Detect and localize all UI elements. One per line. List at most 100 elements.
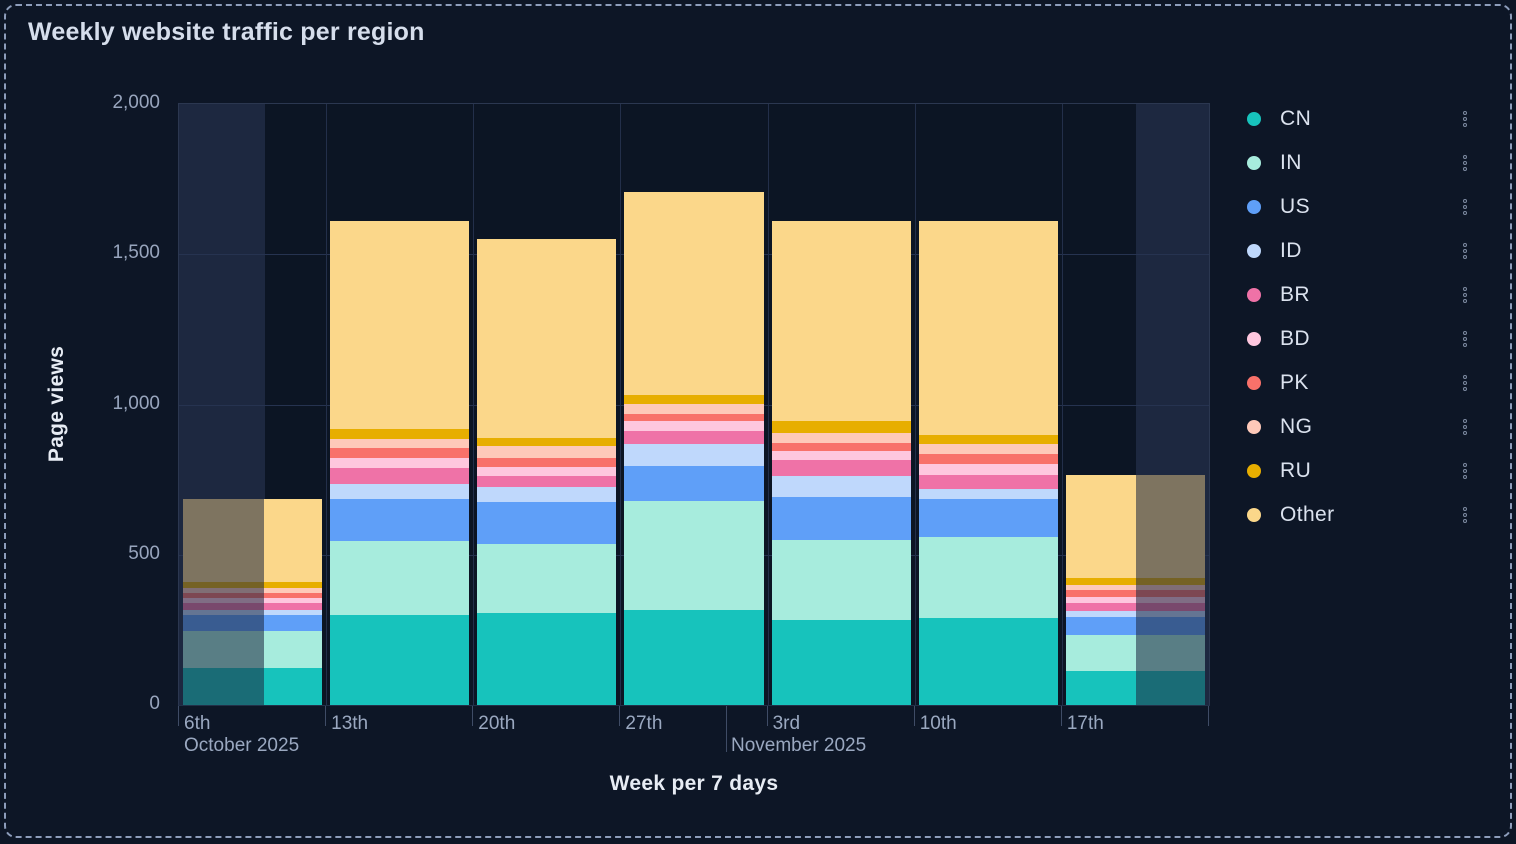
- bar-segment-PK[interactable]: [918, 453, 1058, 464]
- legend-item-id[interactable]: ID: [1243, 229, 1483, 273]
- bar-segment-PK[interactable]: [1065, 589, 1205, 598]
- bar-segment-BD[interactable]: [918, 463, 1058, 476]
- bar-segment-US[interactable]: [624, 465, 764, 501]
- bar-segment-ID[interactable]: [330, 484, 470, 500]
- bar-segment-BR[interactable]: [1065, 602, 1205, 611]
- bar-week-3rd[interactable]: [771, 221, 911, 705]
- bar-segment-NG[interactable]: [1065, 584, 1205, 590]
- bar-segment-Other[interactable]: [918, 221, 1058, 435]
- kebab-menu-icon[interactable]: [1461, 109, 1469, 129]
- legend-item-pk[interactable]: PK: [1243, 361, 1483, 405]
- legend-swatch-icon: [1247, 200, 1261, 214]
- bar-segment-RU[interactable]: [918, 434, 1058, 444]
- x-axis-tick: [178, 706, 179, 726]
- kebab-menu-icon[interactable]: [1461, 505, 1469, 525]
- bar-segment-BR[interactable]: [918, 475, 1058, 489]
- legend-item-br[interactable]: BR: [1243, 273, 1483, 317]
- legend-item-other[interactable]: Other: [1243, 493, 1483, 537]
- legend-swatch-icon: [1247, 288, 1261, 302]
- bar-week-13th[interactable]: [330, 221, 470, 705]
- bar-segment-ID[interactable]: [624, 444, 764, 466]
- bar-segment-NG[interactable]: [918, 443, 1058, 454]
- kebab-menu-icon[interactable]: [1461, 197, 1469, 217]
- plot-area: [178, 103, 1210, 706]
- bar-segment-CN[interactable]: [771, 620, 911, 705]
- bar-segment-NG[interactable]: [330, 439, 470, 448]
- bar-week-10th[interactable]: [918, 221, 1058, 705]
- x-tick-label: 3rd: [772, 713, 801, 734]
- bar-segment-IN[interactable]: [771, 540, 911, 621]
- bar-segment-Other[interactable]: [477, 239, 617, 439]
- bar-week-6th[interactable]: [183, 498, 323, 705]
- x-tick-label: 27th: [625, 713, 663, 734]
- bar-week-17th[interactable]: [1065, 474, 1205, 705]
- legend-item-us[interactable]: US: [1243, 185, 1483, 229]
- bar-segment-US[interactable]: [771, 497, 911, 541]
- bar-segment-BR[interactable]: [330, 467, 470, 485]
- kebab-menu-icon[interactable]: [1461, 329, 1469, 349]
- legend-item-cn[interactable]: CN: [1243, 97, 1483, 141]
- bar-segment-ID[interactable]: [918, 488, 1058, 500]
- legend-label: Other: [1280, 503, 1335, 526]
- bar-segment-RU[interactable]: [1065, 578, 1205, 585]
- bar-segment-Other[interactable]: [771, 221, 911, 422]
- y-tick-label: 2,000: [112, 92, 160, 113]
- bar-segment-BD[interactable]: [771, 450, 911, 460]
- bar-segment-BR[interactable]: [624, 430, 764, 445]
- kebab-menu-icon[interactable]: [1461, 153, 1469, 173]
- legend-item-ng[interactable]: NG: [1243, 405, 1483, 449]
- bar-week-27th[interactable]: [624, 192, 764, 705]
- bar-segment-ID[interactable]: [477, 487, 617, 503]
- bar-segment-BD[interactable]: [1065, 597, 1205, 603]
- bar-segment-CN[interactable]: [624, 610, 764, 705]
- bar-segment-PK[interactable]: [477, 457, 617, 468]
- bar-segment-Other[interactable]: [330, 221, 470, 429]
- bar-segment-US[interactable]: [330, 499, 470, 542]
- legend-item-ru[interactable]: RU: [1243, 449, 1483, 493]
- bar-segment-RU[interactable]: [771, 421, 911, 434]
- kebab-menu-icon[interactable]: [1461, 285, 1469, 305]
- bar-segment-CN[interactable]: [477, 613, 617, 705]
- legend-item-in[interactable]: IN: [1243, 141, 1483, 185]
- kebab-menu-icon[interactable]: [1461, 373, 1469, 393]
- legend-label: PK: [1280, 371, 1309, 394]
- bar-segment-PK[interactable]: [771, 443, 911, 451]
- legend-swatch-icon: [1247, 376, 1261, 390]
- bar-segment-PK[interactable]: [330, 447, 470, 459]
- bar-segment-BR[interactable]: [477, 476, 617, 488]
- bar-segment-ID[interactable]: [771, 476, 911, 498]
- bar-segment-IN[interactable]: [477, 544, 617, 614]
- bar-segment-BR[interactable]: [771, 459, 911, 477]
- chart-title: Weekly website traffic per region: [28, 18, 425, 46]
- bar-segment-CN[interactable]: [330, 614, 470, 705]
- bar-segment-NG[interactable]: [624, 404, 764, 415]
- bar-segment-IN[interactable]: [330, 541, 470, 615]
- bar-segment-BD[interactable]: [330, 458, 470, 468]
- bar-segment-US[interactable]: [918, 499, 1058, 538]
- bar-segment-BD[interactable]: [624, 421, 764, 431]
- bar-segment-US[interactable]: [477, 502, 617, 545]
- legend-swatch-icon: [1247, 332, 1261, 346]
- bar-segment-ID[interactable]: [1065, 610, 1205, 618]
- legend-item-bd[interactable]: BD: [1243, 317, 1483, 361]
- bar-segment-NG[interactable]: [477, 446, 617, 458]
- bar-segment-CN[interactable]: [918, 618, 1058, 705]
- bar-segment-RU[interactable]: [477, 438, 617, 447]
- kebab-menu-icon[interactable]: [1461, 461, 1469, 481]
- bar-segment-Other[interactable]: [624, 192, 764, 395]
- bar-segment-NG[interactable]: [771, 433, 911, 444]
- bar-segment-PK[interactable]: [624, 414, 764, 422]
- x-axis-tick: [472, 706, 474, 726]
- bar-week-20th[interactable]: [477, 239, 617, 705]
- bar-segment-RU[interactable]: [624, 394, 764, 405]
- legend: CN IN US ID BR BD PK NG RU Other: [1243, 97, 1483, 537]
- bar-segment-IN[interactable]: [918, 537, 1058, 619]
- x-tick-label: 13th: [331, 713, 369, 734]
- kebab-menu-icon[interactable]: [1461, 241, 1469, 261]
- bar-segment-IN[interactable]: [624, 500, 764, 611]
- bar-segment-RU[interactable]: [330, 428, 470, 440]
- faded-overlay: [1136, 474, 1205, 705]
- kebab-menu-icon[interactable]: [1461, 417, 1469, 437]
- bar-segment-BD[interactable]: [477, 467, 617, 477]
- x-axis-ticks: October 2025 November 2025 6th 13th 20th 27…: [178, 706, 1210, 806]
